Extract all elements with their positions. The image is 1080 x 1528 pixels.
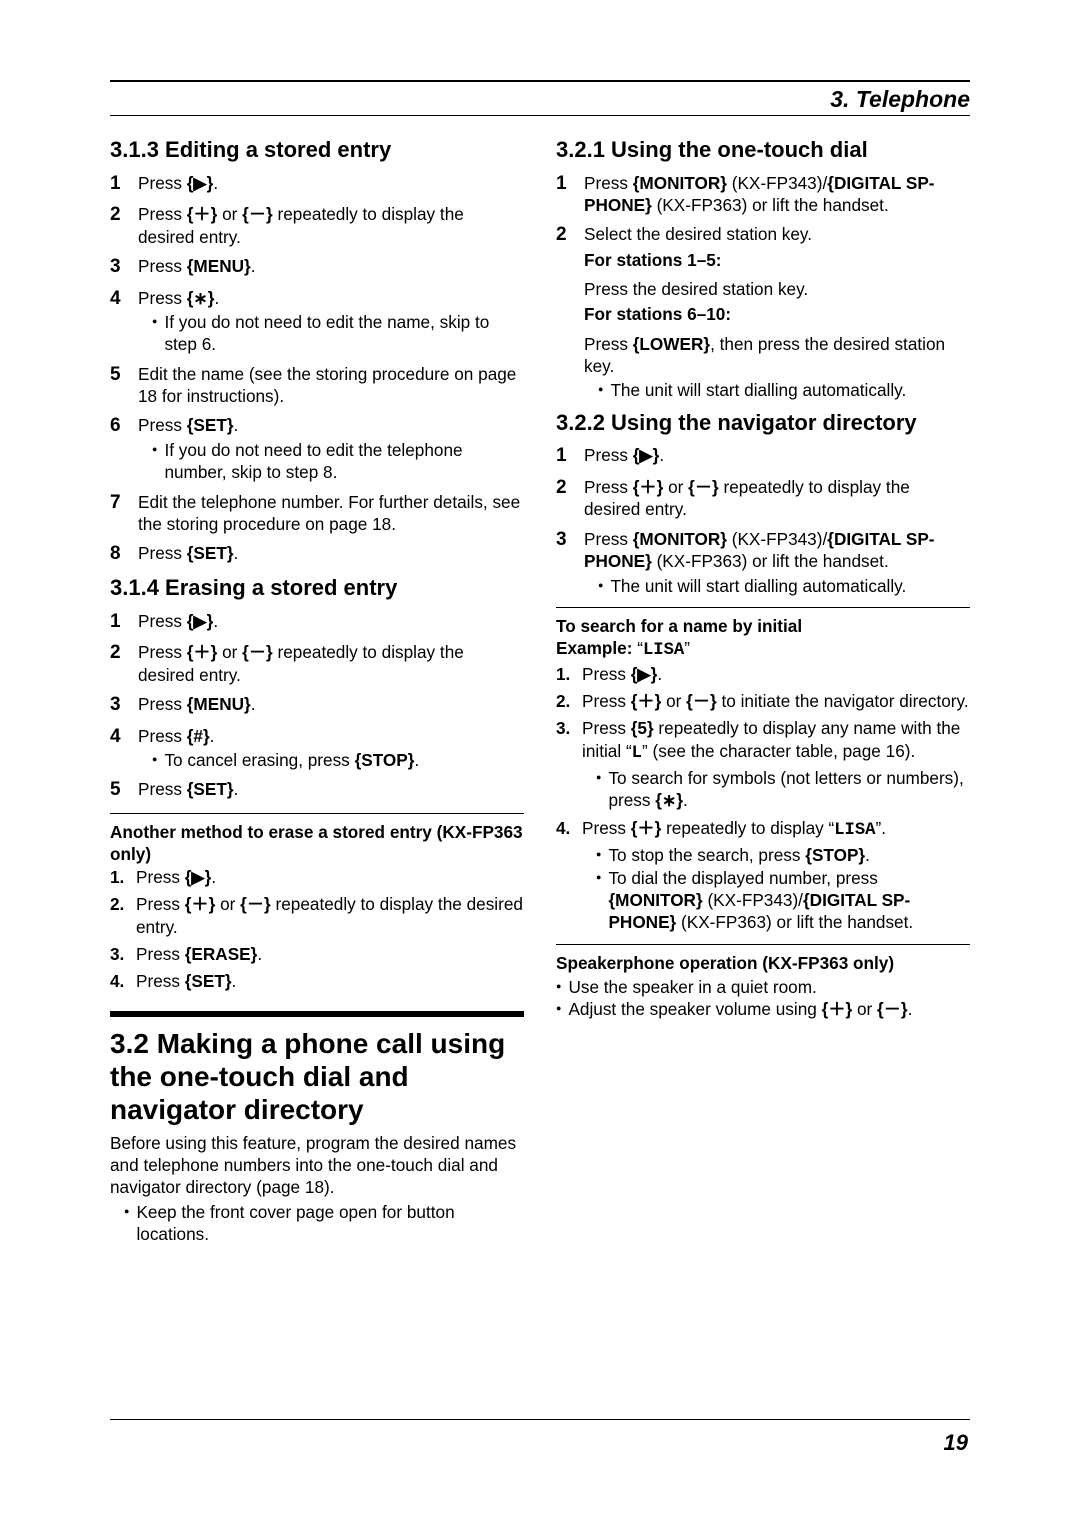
s32-intro: Before using this feature, program the d… [110, 1132, 524, 1199]
list-322: 1Press {▶}. 2Press {＋} or {－} repeatedly … [556, 444, 970, 596]
rule-bottom [110, 1419, 970, 1420]
step: 5Press {SET}. [110, 778, 524, 803]
list-314: 1Press {▶}. 2Press {＋} or {－} repeatedly … [110, 610, 524, 804]
list-321: 1Press {MONITOR} (KX-FP343)/{DIGITAL SP-… [556, 172, 970, 402]
step: 4Press {#}.To cancel erasing, press {STO… [110, 725, 524, 772]
columns: 3.1.3 Editing a stored entry 1Press {▶}.… [110, 130, 970, 1245]
right-column: 3.2.1 Using the one-touch dial 1Press {M… [556, 130, 970, 1245]
separator [556, 607, 970, 608]
heading-313: 3.1.3 Editing a stored entry [110, 136, 524, 165]
chapter-title: 3. Telephone [110, 86, 970, 113]
step: 2Select the desired station key.For stat… [556, 223, 970, 402]
rule-under [110, 115, 970, 116]
another-title: Another method to erase a stored entry (… [110, 821, 524, 866]
separator [556, 944, 970, 945]
step: 3.Press {5} repeatedly to display any na… [556, 717, 970, 811]
thick-rule [110, 1011, 524, 1017]
step: 8Press {SET}. [110, 542, 524, 567]
step: 7Edit the telephone number. For further … [110, 491, 524, 536]
list-search: 1.Press {▶}. 2.Press {＋} or {－} to initia… [556, 663, 970, 934]
heading-32: 3.2 Making a phone call using the one-to… [110, 1027, 524, 1126]
heading-321: 3.2.1 Using the one-touch dial [556, 136, 970, 165]
step: 1.Press {▶}. [556, 663, 970, 685]
heading-314: 3.1.4 Erasing a stored entry [110, 574, 524, 603]
step: 2.Press {＋} or {－} repeatedly to display… [110, 893, 524, 938]
rule-top [110, 80, 970, 82]
step: 1Press {▶}. [110, 610, 524, 635]
step: 3Press {MENU}. [110, 693, 524, 718]
step: 1Press {MONITOR} (KX-FP343)/{DIGITAL SP-… [556, 172, 970, 217]
s32-bullets: Keep the front cover page open for butto… [124, 1201, 524, 1246]
step: 2Press {＋} or {－} repeatedly to display … [556, 476, 970, 521]
step: 4.Press {＋} repeatedly to display “LISA”… [556, 817, 970, 934]
separator [110, 813, 524, 814]
step: 1.Press {▶}. [110, 866, 524, 888]
step: 3Press {MENU}. [110, 255, 524, 280]
speakerphone-title: Speakerphone operation (KX-FP363 only) [556, 952, 970, 974]
search-example: Example: “LISA” [556, 637, 970, 662]
step: 1Press {▶}. [556, 444, 970, 469]
step: 4.Press {SET}. [110, 970, 524, 992]
step: 3Press {MONITOR} (KX-FP343)/{DIGITAL SP-… [556, 528, 970, 597]
step: 2.Press {＋} or {－} to initiate the navig… [556, 690, 970, 712]
step: 2Press {＋} or {－} repeatedly to display … [110, 203, 524, 248]
speakerphone-bullets: Use the speaker in a quiet room.Adjust t… [556, 976, 970, 1021]
step: 3.Press {ERASE}. [110, 943, 524, 965]
list-314-another: 1.Press {▶}. 2.Press {＋} or {－} repeatedl… [110, 866, 524, 993]
step: 5Edit the name (see the storing procedur… [110, 363, 524, 408]
step: 2Press {＋} or {－} repeatedly to display … [110, 641, 524, 686]
page-number: 19 [944, 1430, 968, 1456]
search-title: To search for a name by initial [556, 615, 970, 637]
step: 6Press {SET}.If you do not need to edit … [110, 414, 524, 483]
step: 1Press {▶}. [110, 172, 524, 197]
heading-322: 3.2.2 Using the navigator directory [556, 409, 970, 438]
list-313: 1Press {▶}. 2Press {＋} or {－} repeatedly … [110, 172, 524, 567]
step: 4Press {∗}.If you do not need to edit th… [110, 287, 524, 356]
left-column: 3.1.3 Editing a stored entry 1Press {▶}.… [110, 130, 524, 1245]
